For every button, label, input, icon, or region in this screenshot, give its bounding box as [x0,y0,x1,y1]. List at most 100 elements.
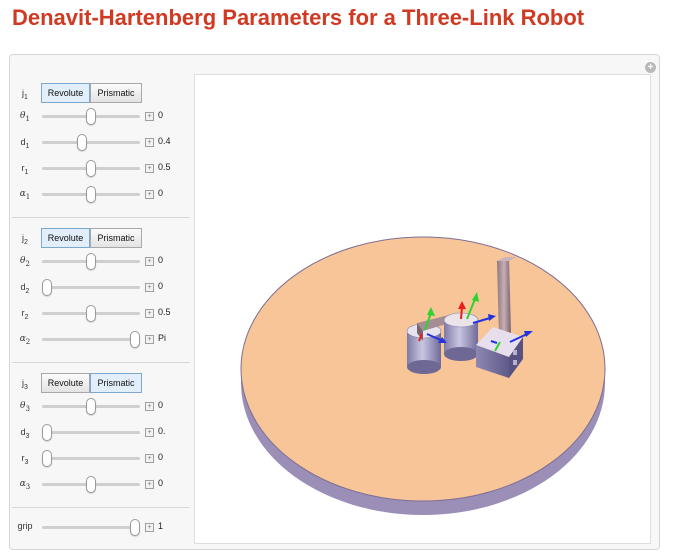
param-subscript: 1 [25,114,30,123]
param-value: 0 [158,188,164,198]
joint-subscript: 1 [24,93,28,101]
param-label: d1 [12,137,38,150]
joint-letter: j [22,378,25,388]
param-slider-thumb[interactable] [42,279,52,296]
param-subscript: 3 [25,482,31,491]
expand-options-icon[interactable]: + [645,62,656,73]
param-subscript: 1 [25,142,30,150]
expand-slider-icon[interactable]: + [145,428,154,437]
robot-3d-viewport[interactable] [194,74,651,544]
param-label: θ3 [12,401,38,413]
param-value: 0.5 [158,307,171,317]
param-value: 0. [158,426,166,436]
param-slider-thumb[interactable] [86,160,96,177]
param-slider-track[interactable] [42,431,140,434]
joint-2-cylinder [443,312,479,361]
param-slider-thumb[interactable] [86,305,96,322]
page-title: Denavit-Hartenberg Parameters for a Thre… [12,5,585,30]
param-value: 0.5 [158,162,171,172]
param-symbol: θ [20,111,26,121]
param-slider-thumb[interactable] [42,450,52,467]
param-slider-track[interactable] [42,457,140,460]
joint-type-prismatic-button[interactable]: Prismatic [90,373,142,393]
param-label: θ1 [12,111,38,123]
expand-slider-icon[interactable]: + [145,138,154,147]
param-slider-thumb[interactable] [86,108,96,125]
prismatic-pole [497,257,517,337]
param-label: α2 [12,334,38,346]
expand-slider-icon[interactable]: + [145,283,154,292]
expand-slider-icon[interactable]: + [145,454,154,463]
param-symbol: d [20,137,26,147]
joint-type-revolute-button[interactable]: Revolute [41,373,90,393]
param-value: 0 [158,478,164,488]
param-symbol: d [20,282,26,292]
param-slider-thumb[interactable] [130,331,140,348]
joint-letter: j [22,88,25,98]
expand-slider-icon[interactable]: + [145,190,154,199]
param-symbol: α [19,479,26,489]
param-symbol: r [21,453,25,463]
joint-type-revolute-button[interactable]: Revolute [41,83,90,103]
joint-label: j1 [12,88,38,101]
param-subscript: 1 [25,192,31,201]
param-label: α1 [12,189,38,201]
param-value: 0 [158,281,164,291]
grip-slider-track[interactable] [42,526,140,529]
param-slider-thumb[interactable] [86,186,96,203]
expand-slider-icon[interactable]: + [145,335,154,344]
group-divider [12,217,190,218]
expand-slider-icon[interactable]: + [145,309,154,318]
frame-arrows [418,292,533,352]
param-value: 0 [158,110,164,120]
joint-label: j2 [12,233,38,246]
param-label: r2 [12,308,38,321]
param-symbol: r [21,163,25,173]
param-slider-thumb[interactable] [86,398,96,415]
param-label: r3 [12,453,38,466]
grip-value: 1 [158,521,164,531]
joint-letter: j [22,233,25,243]
param-slider-thumb[interactable] [77,134,88,151]
param-label: α3 [12,479,38,491]
param-symbol: θ [20,401,26,411]
grip-label: grip [17,521,33,531]
joint-type-prismatic-button[interactable]: Prismatic [90,228,142,248]
param-subscript: 3 [25,404,30,413]
param-subscript: 2 [24,313,29,321]
group-divider [12,507,190,508]
param-label: θ2 [12,256,38,268]
expand-slider-icon[interactable]: + [145,480,154,489]
param-value: Pi [158,333,167,343]
param-subscript: 1 [24,168,29,176]
param-subscript: 3 [24,458,29,466]
robot-scene[interactable] [195,75,650,543]
param-slider-track[interactable] [42,141,140,144]
param-slider-track[interactable] [42,286,140,289]
param-subscript: 2 [25,259,30,268]
expand-slider-icon[interactable]: + [145,112,154,121]
param-symbol: α [19,334,26,344]
param-slider-thumb[interactable] [86,253,96,270]
param-label: d3 [12,427,38,440]
param-value: 0 [158,400,164,410]
expand-slider-icon[interactable]: + [145,257,154,266]
expand-slider-icon[interactable]: + [145,402,154,411]
param-slider-thumb[interactable] [42,424,52,441]
param-slider-track[interactable] [42,338,140,341]
param-symbol: r [21,308,25,318]
expand-slider-icon[interactable]: + [145,523,154,532]
param-subscript: 3 [25,432,30,440]
param-symbol: α [19,189,26,199]
group-divider [12,362,190,363]
joint-type-revolute-button[interactable]: Revolute [41,228,90,248]
param-label: r1 [12,163,38,176]
param-slider-thumb[interactable] [86,476,96,493]
param-symbol: θ [20,256,26,266]
joint-1-cylinder [406,323,442,374]
grip-slider-thumb[interactable] [130,519,140,536]
param-value: 0 [158,452,164,462]
joint-type-prismatic-button[interactable]: Prismatic [90,83,142,103]
expand-slider-icon[interactable]: + [145,164,154,173]
param-label: d2 [12,282,38,295]
